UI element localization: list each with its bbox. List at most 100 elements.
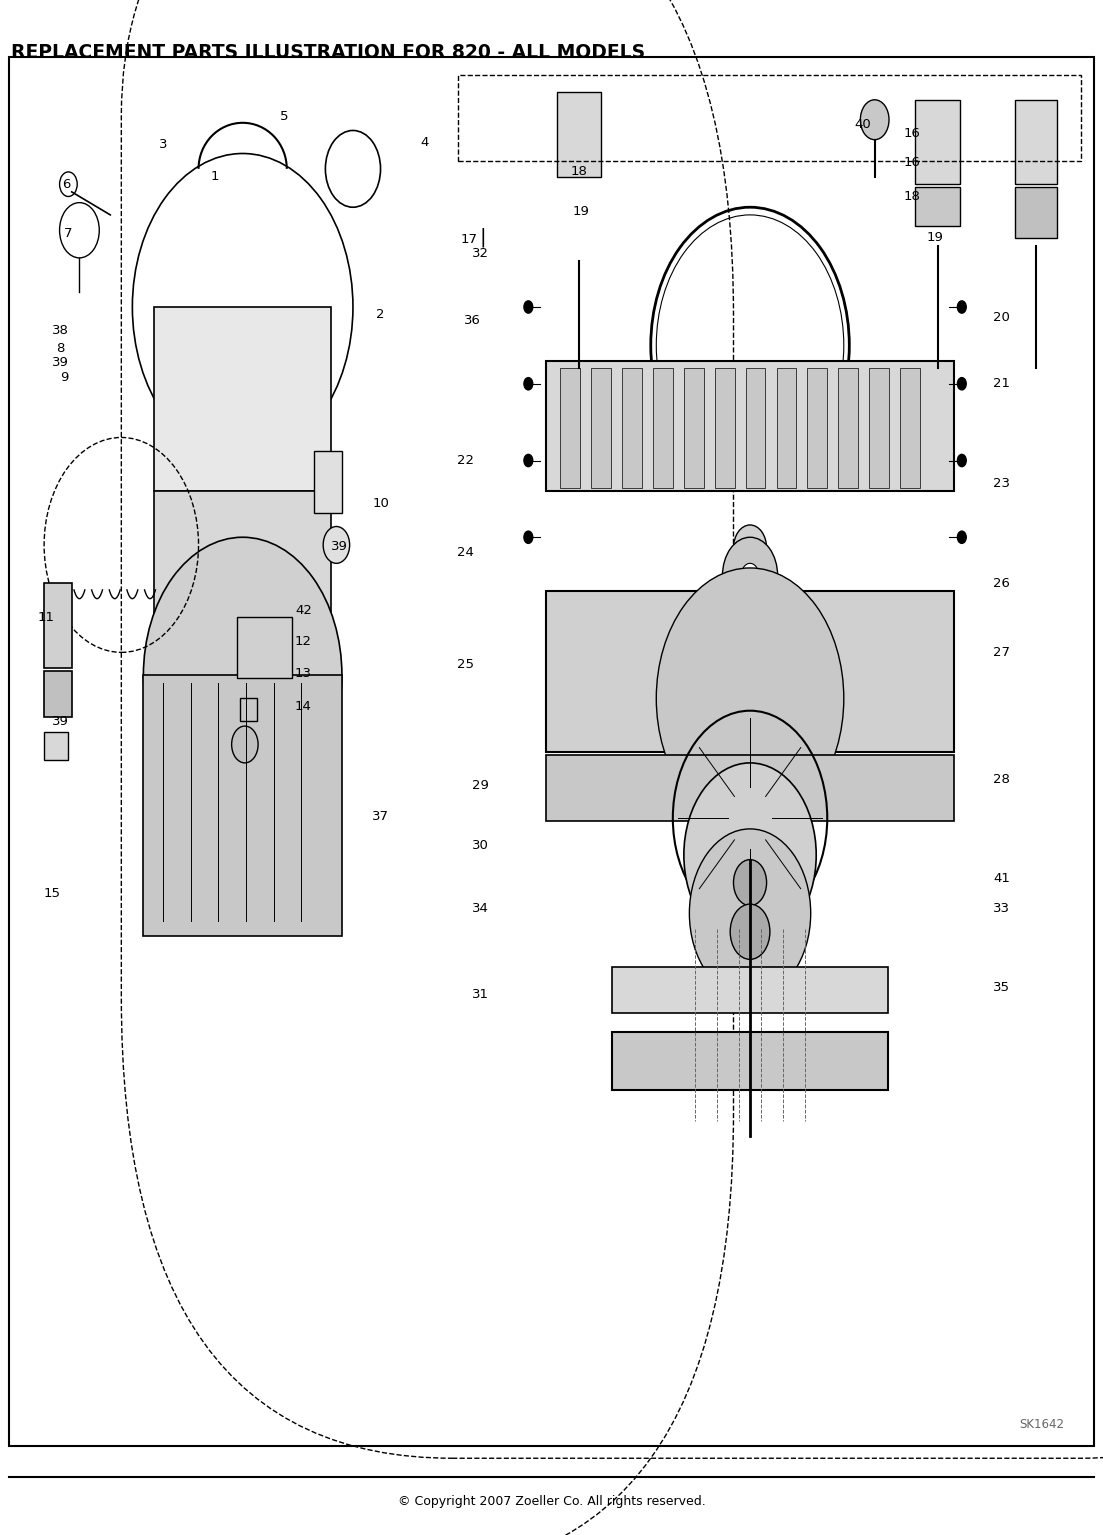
Text: 36: 36	[463, 315, 481, 327]
Text: 39: 39	[331, 540, 349, 553]
Bar	[612, 1032, 888, 1090]
Circle shape	[730, 904, 770, 959]
Text: 12: 12	[295, 635, 312, 648]
Circle shape	[656, 568, 844, 829]
Bar	[869, 368, 889, 488]
Text: 4: 4	[420, 137, 429, 149]
Circle shape	[684, 763, 816, 947]
Text: 38: 38	[52, 324, 69, 336]
Text: 20: 20	[993, 312, 1010, 324]
Text: 10: 10	[372, 497, 389, 510]
Bar	[154, 307, 331, 491]
Text: 2: 2	[376, 309, 385, 321]
Circle shape	[733, 525, 767, 571]
Circle shape	[323, 527, 350, 563]
Bar	[237, 617, 292, 678]
Text: 22: 22	[457, 454, 474, 467]
Text: 21: 21	[993, 378, 1010, 390]
Bar	[612, 967, 888, 1013]
Text: SK1642: SK1642	[1019, 1418, 1064, 1431]
Text: 41: 41	[993, 872, 1010, 884]
Circle shape	[741, 563, 759, 588]
Bar	[684, 368, 704, 488]
Text: REPLACEMENT PARTS ILLUSTRATION FOR 820 - ALL MODELS: REPLACEMENT PARTS ILLUSTRATION FOR 820 -…	[11, 43, 645, 61]
Text: 15: 15	[43, 887, 61, 900]
Bar	[240, 698, 257, 721]
Text: 1: 1	[211, 170, 219, 183]
Bar	[143, 675, 342, 936]
Text: 40: 40	[854, 118, 871, 130]
Bar	[546, 361, 954, 491]
Bar	[1015, 100, 1057, 184]
Text: 16: 16	[903, 157, 921, 169]
Bar	[746, 368, 765, 488]
Text: 5: 5	[280, 111, 289, 123]
Text: 39: 39	[52, 715, 69, 728]
Text: |: |	[480, 227, 486, 247]
Text: 18: 18	[570, 166, 588, 178]
Text: 34: 34	[472, 903, 490, 915]
Text: 19: 19	[572, 206, 590, 218]
Text: 37: 37	[372, 810, 389, 823]
Bar	[838, 368, 858, 488]
Circle shape	[957, 531, 966, 543]
Bar	[314, 451, 342, 513]
Text: 19: 19	[927, 232, 944, 244]
Text: 6: 6	[62, 178, 71, 190]
Bar	[715, 368, 735, 488]
Bar	[1015, 187, 1057, 238]
Circle shape	[524, 454, 533, 467]
Circle shape	[957, 454, 966, 467]
Text: 29: 29	[472, 780, 490, 792]
Circle shape	[143, 537, 342, 814]
Bar	[777, 368, 796, 488]
Circle shape	[733, 860, 767, 906]
Text: 13: 13	[295, 668, 312, 680]
Circle shape	[957, 301, 966, 313]
Bar	[44, 671, 72, 717]
Text: 3: 3	[159, 138, 168, 150]
Bar	[653, 368, 673, 488]
Text: 11: 11	[38, 611, 55, 623]
Text: 16: 16	[903, 127, 921, 140]
Circle shape	[722, 537, 778, 614]
Circle shape	[957, 378, 966, 390]
Circle shape	[743, 539, 757, 557]
Text: 26: 26	[993, 577, 1010, 589]
Bar	[44, 732, 68, 760]
Text: 23: 23	[993, 477, 1010, 490]
Text: 42: 42	[295, 605, 312, 617]
Bar	[591, 368, 611, 488]
Bar	[557, 92, 601, 177]
Bar	[807, 368, 827, 488]
Text: 25: 25	[457, 659, 474, 671]
Bar	[546, 591, 954, 752]
Bar	[154, 491, 331, 614]
Text: 18: 18	[903, 190, 921, 203]
Circle shape	[524, 531, 533, 543]
Text: 33: 33	[993, 903, 1010, 915]
Text: 24: 24	[457, 546, 474, 559]
Text: 30: 30	[472, 840, 490, 852]
Text: 35: 35	[993, 981, 1010, 993]
Text: 32: 32	[472, 247, 490, 259]
Text: 17: 17	[460, 233, 478, 246]
Text: © Copyright 2007 Zoeller Co. All rights reserved.: © Copyright 2007 Zoeller Co. All rights …	[397, 1495, 706, 1507]
Bar	[44, 583, 72, 668]
Bar	[900, 368, 920, 488]
Bar	[915, 100, 960, 184]
Circle shape	[524, 378, 533, 390]
Circle shape	[232, 726, 258, 763]
Bar	[546, 755, 954, 821]
Text: 28: 28	[993, 774, 1010, 786]
Bar	[560, 368, 580, 488]
Circle shape	[689, 829, 811, 998]
Text: 7: 7	[64, 227, 73, 239]
Text: 8: 8	[56, 342, 65, 355]
Text: 9: 9	[60, 371, 68, 384]
Circle shape	[860, 100, 889, 140]
Text: 31: 31	[472, 989, 490, 1001]
Circle shape	[524, 301, 533, 313]
Text: 14: 14	[295, 700, 312, 712]
Bar	[622, 368, 642, 488]
